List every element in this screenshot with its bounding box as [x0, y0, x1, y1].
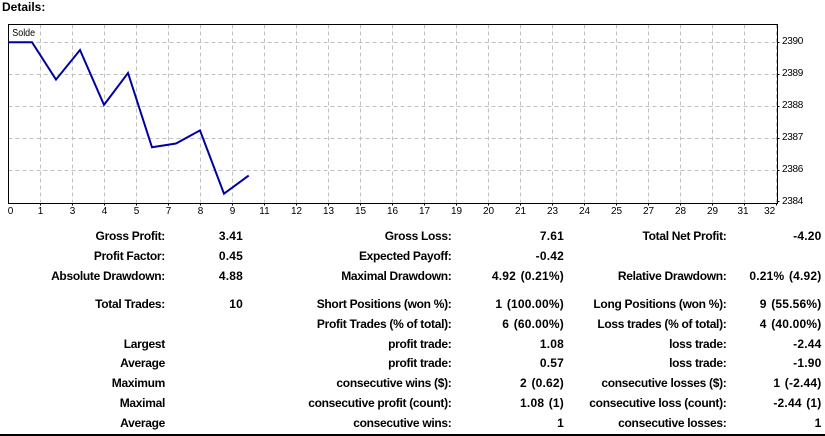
svg-text:20: 20 — [483, 206, 495, 217]
svg-text:15: 15 — [355, 206, 367, 217]
svg-text:16: 16 — [387, 206, 399, 217]
svg-text:25: 25 — [611, 206, 623, 217]
svg-text:24: 24 — [579, 206, 591, 217]
svg-text:2387: 2387 — [782, 132, 804, 143]
svg-text:27: 27 — [643, 206, 655, 217]
svg-text:1: 1 — [38, 206, 44, 217]
svg-text:7: 7 — [166, 206, 172, 217]
svg-text:2390: 2390 — [782, 36, 804, 47]
svg-text:21: 21 — [515, 206, 527, 217]
svg-text:2384: 2384 — [782, 196, 804, 207]
svg-text:17: 17 — [419, 206, 431, 217]
svg-text:28: 28 — [675, 206, 687, 217]
svg-text:8: 8 — [198, 206, 204, 217]
svg-text:Solde: Solde — [12, 28, 35, 39]
svg-text:12: 12 — [291, 206, 303, 217]
svg-text:31: 31 — [737, 206, 749, 217]
svg-text:0: 0 — [8, 206, 14, 217]
svg-text:3: 3 — [70, 206, 76, 217]
svg-text:19: 19 — [451, 206, 463, 217]
svg-text:5: 5 — [134, 206, 140, 217]
svg-text:2386: 2386 — [782, 164, 804, 175]
svg-text:4: 4 — [102, 206, 108, 217]
svg-text:13: 13 — [323, 206, 335, 217]
svg-text:23: 23 — [547, 206, 559, 217]
svg-text:11: 11 — [259, 206, 270, 217]
svg-text:29: 29 — [707, 206, 719, 217]
svg-text:2389: 2389 — [782, 68, 804, 79]
svg-text:32: 32 — [764, 206, 776, 217]
svg-text:2388: 2388 — [782, 100, 804, 111]
svg-text:9: 9 — [230, 206, 236, 217]
